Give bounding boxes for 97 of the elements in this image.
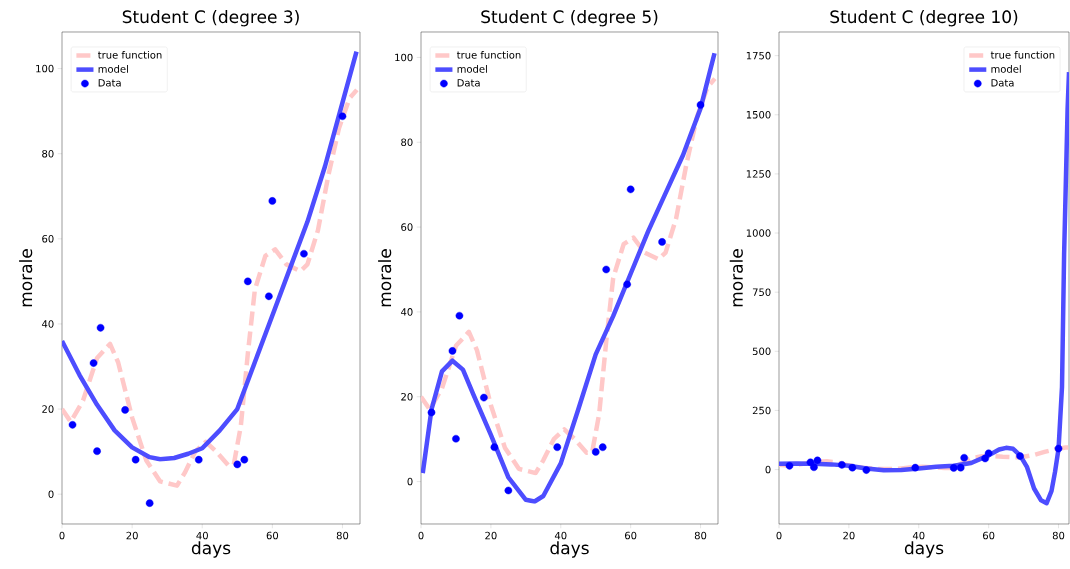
point bbox=[300, 249, 308, 258]
point bbox=[862, 466, 871, 474]
x-tick-label: 60 bbox=[625, 531, 637, 540]
point bbox=[145, 499, 154, 507]
y-tick-label: 1250 bbox=[746, 170, 771, 178]
legend-label: model bbox=[457, 65, 487, 73]
point bbox=[810, 463, 818, 472]
point bbox=[591, 448, 600, 456]
point bbox=[268, 197, 277, 205]
point bbox=[553, 443, 562, 452]
y-tick-label: 750 bbox=[752, 288, 771, 296]
x-tick-label: 80 bbox=[1052, 531, 1065, 540]
point bbox=[911, 463, 920, 472]
point bbox=[121, 406, 129, 414]
y-tick-label: 60 bbox=[42, 235, 54, 243]
point bbox=[455, 311, 464, 320]
x-tick-label: 0 bbox=[59, 531, 65, 540]
point bbox=[427, 408, 436, 417]
point bbox=[696, 101, 705, 109]
legend-label: Data bbox=[457, 79, 480, 87]
point bbox=[949, 464, 958, 472]
point bbox=[504, 486, 513, 495]
point bbox=[452, 434, 460, 443]
point bbox=[813, 456, 822, 465]
y-axis-title: morale bbox=[729, 249, 743, 307]
point bbox=[960, 453, 968, 462]
y-tick-label: 500 bbox=[752, 347, 771, 356]
point bbox=[93, 447, 101, 456]
legend-label: true function bbox=[990, 50, 1055, 59]
point bbox=[626, 185, 635, 194]
point bbox=[1016, 452, 1024, 460]
y-tick-label: 40 bbox=[41, 320, 54, 328]
x-tick-label: 40 bbox=[554, 531, 567, 540]
point bbox=[838, 461, 846, 469]
point bbox=[89, 359, 98, 367]
point bbox=[240, 455, 249, 464]
legend-label: model bbox=[991, 65, 1021, 73]
point bbox=[1054, 444, 1063, 453]
y-tick-label: 100 bbox=[395, 53, 413, 62]
y-tick-label: 20 bbox=[42, 405, 54, 413]
x-axis-title: days bbox=[191, 541, 231, 558]
y-tick-label: 1000 bbox=[746, 229, 771, 237]
chart-title: Student C (degree 5) bbox=[481, 10, 658, 27]
point bbox=[480, 393, 488, 402]
x-tick-label: 0 bbox=[418, 531, 424, 540]
point bbox=[623, 280, 631, 289]
point bbox=[598, 443, 607, 452]
y-tick-label: 250 bbox=[752, 406, 771, 415]
x-tick-label: 80 bbox=[336, 531, 349, 540]
x-tick-label: 80 bbox=[694, 531, 707, 540]
point bbox=[131, 455, 140, 464]
y-tick-label: 100 bbox=[36, 64, 54, 73]
y-tick-label: 1500 bbox=[746, 110, 771, 119]
point bbox=[265, 292, 273, 301]
chart-title: Student C (degree 3) bbox=[122, 10, 299, 27]
legend-label: true function bbox=[97, 50, 162, 59]
legend-label: Data bbox=[98, 79, 121, 87]
x-tick-label: 20 bbox=[126, 531, 138, 540]
x-tick-label: 20 bbox=[485, 531, 497, 540]
y-tick-label: 80 bbox=[42, 149, 54, 158]
point bbox=[233, 460, 242, 469]
y-tick-label: 60 bbox=[401, 223, 413, 231]
y-axis-title: morale bbox=[19, 249, 33, 307]
x-tick-label: 60 bbox=[982, 531, 995, 540]
point bbox=[981, 454, 989, 463]
x-tick-label: 0 bbox=[776, 531, 782, 540]
x-tick-label: 20 bbox=[843, 531, 855, 540]
y-tick-label: 20 bbox=[401, 392, 413, 401]
legend-label: model bbox=[98, 65, 128, 73]
y-tick-label: 0 bbox=[407, 477, 413, 486]
point bbox=[602, 265, 610, 274]
x-tick-label: 40 bbox=[196, 531, 208, 540]
point bbox=[194, 455, 203, 464]
y-tick-label: 1750 bbox=[746, 51, 771, 60]
x-tick-label: 40 bbox=[912, 531, 925, 540]
y-tick-label: 80 bbox=[401, 138, 413, 147]
y-tick-label: 0 bbox=[48, 490, 54, 498]
point bbox=[96, 323, 105, 332]
point bbox=[448, 347, 457, 355]
x-axis-title: days bbox=[550, 541, 589, 558]
x-tick-label: 60 bbox=[266, 531, 279, 540]
legend-label: Data bbox=[991, 79, 1014, 87]
point bbox=[956, 463, 965, 472]
point bbox=[490, 443, 499, 452]
legend-label: true function bbox=[456, 50, 521, 59]
chart-title: Student C (degree 10) bbox=[830, 10, 1018, 27]
y-tick-label: 0 bbox=[765, 465, 771, 474]
point bbox=[68, 421, 77, 429]
point bbox=[785, 462, 794, 470]
point bbox=[244, 277, 252, 286]
x-axis-title: days bbox=[904, 541, 944, 558]
point bbox=[848, 463, 857, 472]
point bbox=[984, 449, 993, 458]
point bbox=[658, 238, 666, 246]
y-axis-title: morale bbox=[378, 249, 392, 307]
point bbox=[338, 112, 347, 121]
y-tick-label: 40 bbox=[400, 308, 413, 316]
